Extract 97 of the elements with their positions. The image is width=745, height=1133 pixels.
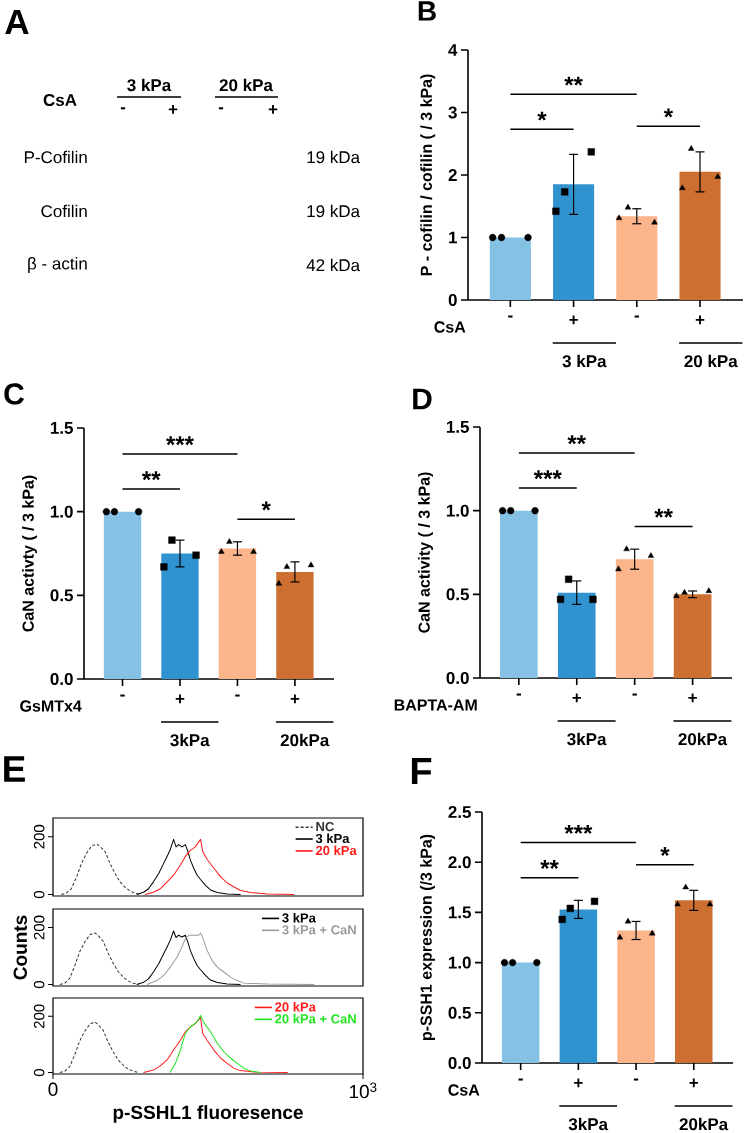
chart-title: B bbox=[418, 1, 436, 21]
text: 19 kDa bbox=[307, 150, 361, 164]
text: 20kPa bbox=[280, 733, 330, 747]
x-tick-label: + bbox=[290, 694, 300, 704]
text: 3kPa bbox=[170, 733, 210, 747]
y-tick-label: 1.0 bbox=[446, 504, 469, 517]
chart-title: D bbox=[413, 388, 432, 410]
annotation: * bbox=[660, 846, 670, 856]
y-tick-label: 1.5 bbox=[50, 422, 73, 434]
legend-label: 3 kPa + CaN bbox=[282, 924, 356, 935]
x-tick-label: + bbox=[572, 693, 582, 703]
annotation: ** bbox=[564, 76, 583, 86]
text: β - actin bbox=[28, 257, 87, 273]
y-tick-label: 0.5 bbox=[448, 1006, 471, 1019]
chart-title: E bbox=[4, 756, 25, 782]
text: CsA bbox=[434, 321, 466, 333]
text: + bbox=[268, 105, 278, 114]
annotation: * bbox=[663, 108, 674, 118]
annotation: ** bbox=[141, 471, 161, 481]
text: 20 kPa bbox=[684, 354, 738, 368]
y-tick-label: 0.0 bbox=[446, 671, 469, 685]
legend-label: 3 kPa bbox=[315, 833, 350, 844]
annotation: * bbox=[537, 111, 547, 121]
text: 20kPa bbox=[679, 1117, 729, 1131]
x-tick-label: - bbox=[235, 694, 240, 697]
y-axis-title: CaN activty ( / 3 kPa) bbox=[22, 475, 37, 632]
x-axis-title: p-SSHL1 fluoresence bbox=[113, 1105, 303, 1123]
text: 3kPa bbox=[567, 732, 607, 746]
x-tick-label: - bbox=[633, 1078, 639, 1081]
x-tick-label: + bbox=[689, 1078, 699, 1088]
y-tick-label: 0.5 bbox=[446, 588, 469, 601]
x-tick-label: + bbox=[688, 693, 697, 703]
y-tick-label: 0.5 bbox=[50, 589, 73, 602]
y-axis-title: p-SSH1 expression (/3 kPa) bbox=[420, 834, 435, 1041]
text: P-Cofilin bbox=[24, 150, 87, 164]
legend-label: 20 kPa + CaN bbox=[275, 1013, 356, 1024]
text: Cofilin bbox=[41, 204, 87, 218]
x-tick-label: - bbox=[508, 315, 513, 318]
y-tick-label: 1.5 bbox=[446, 421, 469, 433]
legend-label: 20 kPa bbox=[315, 845, 357, 856]
y-tick-label: 4 bbox=[448, 44, 458, 56]
annotation: ** bbox=[567, 435, 587, 445]
y-tick-label: 200 bbox=[33, 1004, 45, 1029]
y-tick-label: 1.5 bbox=[448, 906, 471, 919]
y-tick-label: 0.0 bbox=[50, 672, 73, 686]
legend-label: 3 kPa bbox=[282, 912, 316, 923]
x-tick-label: - bbox=[516, 693, 521, 696]
y-axis-title: Counts bbox=[13, 915, 27, 980]
annotation: *** bbox=[166, 436, 194, 446]
text: GsMTx4 bbox=[20, 700, 82, 712]
legend-label: 20 kPa bbox=[275, 1001, 316, 1012]
annotation: *** bbox=[564, 824, 593, 834]
y-axis-title: CaN activity ( / 3 kPa) bbox=[418, 472, 433, 633]
x-tick-label: + bbox=[175, 694, 185, 704]
text: BAPTA-AM bbox=[394, 699, 477, 711]
text: 3kPa bbox=[568, 1117, 609, 1131]
annotation: * bbox=[261, 501, 271, 511]
y-tick-label: 0.0 bbox=[448, 1056, 471, 1070]
legend-label: NC bbox=[316, 821, 334, 832]
text: 3 kPa bbox=[127, 78, 172, 92]
text: CsA bbox=[43, 93, 77, 107]
x-tick-label: + bbox=[569, 315, 578, 325]
y-tick-label: 200 bbox=[33, 824, 45, 849]
x-tick-label: + bbox=[574, 1078, 583, 1088]
text: 20 kPa bbox=[219, 78, 274, 92]
x-tick-label: - bbox=[634, 315, 639, 318]
x-tick-label: - bbox=[518, 1078, 523, 1081]
text: A bbox=[5, 9, 29, 35]
y-tick-label: 1.0 bbox=[50, 505, 73, 518]
y-tick-label: 0 bbox=[33, 890, 45, 899]
y-tick-label: 200 bbox=[33, 915, 45, 940]
x-tick-label: + bbox=[695, 315, 705, 325]
chart-title: C bbox=[4, 383, 25, 405]
text: 42 kDa bbox=[306, 258, 361, 272]
text: 19 kDa bbox=[307, 204, 361, 218]
annotation: ** bbox=[540, 860, 559, 869]
text: - bbox=[218, 107, 224, 110]
text: + bbox=[168, 105, 178, 114]
x-tick-label: - bbox=[120, 694, 125, 697]
y-tick-label: 3 bbox=[448, 106, 457, 119]
y-tick-label: 0 bbox=[448, 293, 457, 307]
y-axis-title: P - cofilin / cofilin ( / 3 kPa) bbox=[420, 74, 436, 276]
chart-title: F bbox=[411, 757, 432, 785]
y-tick-label: 2.0 bbox=[448, 856, 471, 869]
x-tick-label: - bbox=[632, 693, 637, 696]
x-tick-label: 10$^{3}$ bbox=[349, 1082, 377, 1099]
y-tick-label: 1.0 bbox=[448, 956, 471, 969]
annotation: *** bbox=[533, 470, 562, 480]
text: 3 kPa bbox=[562, 354, 607, 368]
y-tick-label: 2.5 bbox=[448, 805, 471, 819]
annotation: ** bbox=[654, 508, 673, 518]
text: 20kPa bbox=[678, 732, 728, 746]
y-tick-label: 1 bbox=[449, 231, 457, 244]
text: CsA bbox=[448, 1084, 480, 1096]
y-tick-label: 0 bbox=[33, 981, 45, 989]
text: - bbox=[120, 107, 126, 110]
y-tick-label: 2 bbox=[448, 169, 457, 181]
